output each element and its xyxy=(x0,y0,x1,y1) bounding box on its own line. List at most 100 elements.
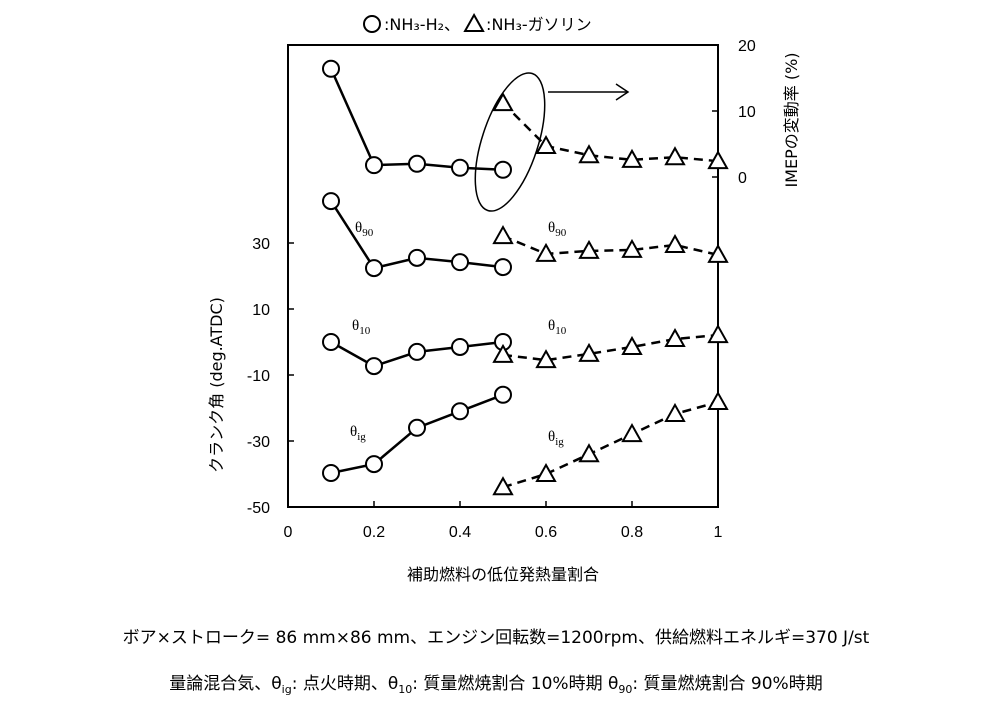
legend-separator: 、 xyxy=(444,15,460,34)
x-axis-label: 補助燃料の低位発熱量割合 xyxy=(407,565,599,584)
data-point xyxy=(451,158,469,177)
data-point xyxy=(707,243,729,263)
legend-label: NH₃-ガソリン xyxy=(491,15,591,34)
x-tick-label: 0.2 xyxy=(363,524,385,541)
data-point xyxy=(322,333,340,351)
data-point xyxy=(492,343,514,363)
y-tick-label: 30 xyxy=(252,236,270,253)
data-point xyxy=(535,462,557,482)
data-point xyxy=(494,385,512,404)
series-label-subscript: ig xyxy=(555,436,564,448)
data-point xyxy=(707,391,729,411)
data-point xyxy=(664,402,686,422)
y2-tick-label: 10 xyxy=(738,104,756,121)
plot-frame xyxy=(287,44,719,508)
series-label-subscript: 10 xyxy=(555,325,567,337)
x-tick-label: 1 xyxy=(714,524,723,541)
y-tick-label: -30 xyxy=(247,434,270,451)
data-point xyxy=(494,160,512,179)
legend-marker xyxy=(463,12,485,32)
data-point xyxy=(492,92,514,112)
y2-tick-label: 0 xyxy=(738,170,747,187)
caption-subscript: 90 xyxy=(618,683,632,696)
series-label-symbol: θ xyxy=(548,429,555,445)
data-point xyxy=(451,253,469,272)
trend-line xyxy=(502,333,719,362)
data-point xyxy=(664,327,686,348)
caption-line: 量論混合気、θig: 点火時期、θ10: 質量燃焼割合 10%時期 θ90: 質… xyxy=(169,674,822,696)
data-point xyxy=(408,248,426,267)
data-point xyxy=(408,342,426,361)
y-tick-label: -10 xyxy=(247,368,270,385)
data-point xyxy=(322,59,340,78)
caption-subscript: 10 xyxy=(398,683,412,696)
series-label-symbol: θ xyxy=(548,220,555,236)
data-point xyxy=(322,192,340,211)
data-point xyxy=(535,349,557,369)
legend-separator: : xyxy=(486,15,491,34)
caption-line: ボア×ストローク= 86 mm×86 mm、エンジン回転数=1200rpm、供給… xyxy=(123,628,870,648)
data-point xyxy=(365,455,383,474)
caption-text: : 点火時期、θ xyxy=(292,674,399,694)
y-tick-label: 10 xyxy=(252,302,270,319)
x-tick-label: 0.6 xyxy=(535,524,557,541)
legend: :NH₃-ガソリン xyxy=(486,15,592,34)
caption-text: 量論混合気、θ xyxy=(169,674,281,694)
series-label-subscript: 90 xyxy=(555,227,567,239)
legend-label: NH₃-H₂ xyxy=(389,15,444,34)
trend-line xyxy=(502,102,719,163)
data-point xyxy=(451,337,469,356)
data-point xyxy=(707,324,729,344)
caption-subscript: ig xyxy=(282,683,292,696)
caption-text: : 質量燃焼割合 90%時期 xyxy=(632,674,822,694)
data-point xyxy=(365,259,383,278)
caption-text: : 質量燃焼割合 10%時期 θ xyxy=(412,674,618,694)
x-tick-label: 0.4 xyxy=(449,524,471,541)
y-tick-label: -50 xyxy=(247,500,270,517)
legend-marker xyxy=(363,15,381,33)
series-label: θ10 xyxy=(352,318,371,337)
data-point xyxy=(322,464,340,483)
trend-line xyxy=(502,400,719,489)
data-point xyxy=(494,258,512,277)
series-label-subscript: 10 xyxy=(359,325,371,337)
trend-line xyxy=(502,234,719,257)
y-axis-label: クランク角 (deg.ATDC) xyxy=(207,297,226,473)
y2-tick-label: 20 xyxy=(738,38,756,55)
series-label-symbol: θ xyxy=(548,318,555,334)
data-point xyxy=(578,239,600,259)
data-point xyxy=(621,148,643,168)
data-point xyxy=(578,144,600,164)
callout-arrowhead xyxy=(615,83,630,101)
x-tick-label: 0 xyxy=(284,524,293,541)
data-point xyxy=(408,154,426,173)
series-label-subscript: 90 xyxy=(362,227,374,239)
data-point xyxy=(664,233,686,253)
series-label: θ90 xyxy=(355,220,374,239)
legend-separator: : xyxy=(384,15,389,34)
data-point xyxy=(365,156,383,175)
data-point xyxy=(578,443,600,463)
data-point xyxy=(664,146,686,166)
data-point xyxy=(621,335,643,355)
series-label-subscript: ig xyxy=(357,431,366,443)
data-point xyxy=(492,225,514,245)
legend: :NH₃-H₂、 xyxy=(384,15,460,34)
data-point xyxy=(492,476,514,496)
y2-axis-label: IMEPの変動率 (%) xyxy=(782,52,801,187)
series-label-symbol: θ xyxy=(355,220,362,236)
series-label-symbol: θ xyxy=(350,424,357,440)
x-tick-label: 0.8 xyxy=(621,524,643,541)
data-point xyxy=(535,242,557,262)
data-point xyxy=(707,150,729,170)
series-label: θ90 xyxy=(548,220,567,239)
data-point xyxy=(621,238,643,258)
data-point xyxy=(451,402,469,421)
data-point xyxy=(578,342,600,362)
data-point xyxy=(621,423,643,443)
series-label: θig xyxy=(350,424,366,443)
series-label: θ10 xyxy=(548,318,567,337)
data-point xyxy=(365,357,383,376)
